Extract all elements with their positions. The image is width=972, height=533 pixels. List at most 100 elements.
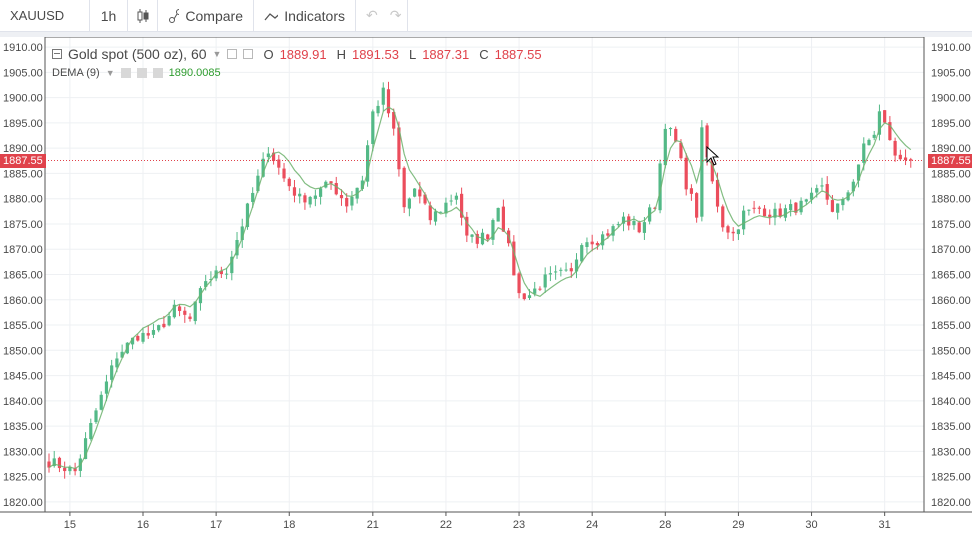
indicators-label: Indicators: [284, 7, 345, 24]
y-tick-label-right: 1895.00: [931, 118, 971, 130]
candle-body: [841, 199, 845, 206]
chevron-down-icon[interactable]: ▼: [212, 49, 222, 59]
candle-body: [99, 394, 103, 410]
candle-body: [527, 295, 532, 298]
candle-body: [334, 182, 338, 195]
undo-redo-group: ↶ ↷: [356, 0, 408, 31]
y-tick-label-left: 1900.00: [3, 93, 43, 105]
candle-body: [778, 208, 782, 217]
candle-body: [872, 134, 876, 138]
candle-body: [815, 188, 819, 193]
candle-body: [162, 323, 166, 328]
close-label: C: [479, 46, 489, 62]
candle-body: [193, 301, 197, 322]
chevron-down-icon[interactable]: ▼: [105, 68, 115, 78]
candle-body: [538, 288, 542, 290]
y-tick-label-left: 1860.00: [3, 295, 43, 307]
candle-body: [235, 239, 239, 256]
x-tick-label: 30: [805, 519, 817, 531]
dema-layer: [48, 106, 912, 470]
candle-body: [449, 200, 453, 202]
candle-body: [642, 222, 647, 233]
settings-icon[interactable]: [243, 49, 254, 59]
price-chart[interactable]: 1910.00 1910.00 1905.00 1905.00 1900.00 1900.…: [0, 37, 972, 533]
candle-body: [475, 233, 479, 244]
compare-icon: [169, 8, 180, 23]
settings-icon[interactable]: [136, 68, 147, 78]
indicator-legend: DEMA (9) ▼ 1890.0085: [52, 67, 221, 79]
y-tick-label-right: 1845.00: [931, 371, 971, 383]
y-tick-label-right: 1865.00: [931, 270, 971, 282]
candle-body: [564, 269, 568, 271]
y-tick-label-right: 1870.00: [931, 244, 971, 256]
candle-body: [658, 163, 662, 211]
collapse-legend-icon[interactable]: [52, 49, 62, 59]
candle-body: [308, 196, 312, 205]
candle-body: [825, 184, 829, 200]
y-tick-label-right: 1830.00: [931, 446, 971, 458]
candle-body: [188, 316, 192, 320]
candle-body: [83, 438, 88, 460]
eye-icon[interactable]: [120, 68, 131, 78]
x-tick-label: 22: [440, 519, 452, 531]
candle-body: [533, 288, 537, 294]
candle-body: [543, 274, 547, 288]
candle-body: [663, 128, 667, 166]
indicators-button[interactable]: Indicators: [254, 0, 356, 31]
y-tick-label-left: 1890.00: [3, 143, 43, 155]
candle-body: [360, 180, 364, 189]
candle-body: [104, 381, 109, 394]
candle-body: [580, 245, 584, 262]
undo-icon[interactable]: ↶: [366, 7, 378, 23]
candle-body: [261, 158, 265, 177]
candle-body: [632, 221, 636, 226]
candle-body: [413, 188, 417, 197]
candle-body: [219, 270, 223, 275]
chart-type-button[interactable]: [128, 0, 158, 31]
candle-body: [726, 226, 730, 233]
mouse-cursor-icon: [706, 146, 720, 166]
y-tick-label-left: 1910.00: [3, 42, 43, 54]
candle-body: [486, 234, 490, 240]
candle-body: [381, 87, 385, 105]
y-tick-label-right: 1855.00: [931, 320, 971, 332]
candle-body: [731, 231, 735, 234]
x-tick-label: 31: [879, 519, 891, 531]
candle-body: [47, 461, 51, 468]
candle-body: [392, 112, 396, 129]
chart-grid: [45, 37, 924, 512]
candle-body: [130, 337, 135, 345]
interval-button[interactable]: 1h: [90, 0, 128, 31]
candle-body: [256, 175, 260, 192]
candle-body: [371, 111, 375, 144]
redo-icon[interactable]: ↷: [389, 7, 402, 23]
x-tick-label: 15: [64, 519, 76, 531]
candle-body: [830, 200, 835, 212]
candle-body: [752, 207, 756, 209]
close-icon[interactable]: [152, 68, 163, 78]
candle-body: [695, 193, 699, 218]
candle-body: [136, 335, 140, 341]
candle-body: [862, 143, 866, 163]
candle-body: [877, 111, 882, 135]
candle-body: [266, 153, 270, 158]
interval-label: 1h: [100, 7, 117, 24]
candle-body: [742, 210, 746, 230]
symbol-search-button[interactable]: XAUUSD: [0, 0, 90, 31]
y-tick-label-left: 1835.00: [3, 421, 43, 433]
y-tick-label-left: 1840.00: [3, 396, 43, 408]
y-tick-label-right: 1890.00: [931, 143, 971, 155]
compare-button[interactable]: Compare: [158, 0, 254, 31]
candle-body: [715, 179, 720, 207]
candle-body: [439, 211, 443, 213]
candle-body: [679, 142, 683, 159]
candle-body: [204, 281, 208, 287]
eye-icon[interactable]: [227, 49, 238, 59]
candle-body: [230, 256, 234, 274]
candle-body: [94, 410, 98, 423]
candle-body: [339, 195, 344, 199]
candle-body: [251, 192, 255, 202]
close-value: 1887.55: [494, 46, 542, 62]
candle-body: [867, 139, 871, 146]
candles-icon: [137, 8, 148, 23]
